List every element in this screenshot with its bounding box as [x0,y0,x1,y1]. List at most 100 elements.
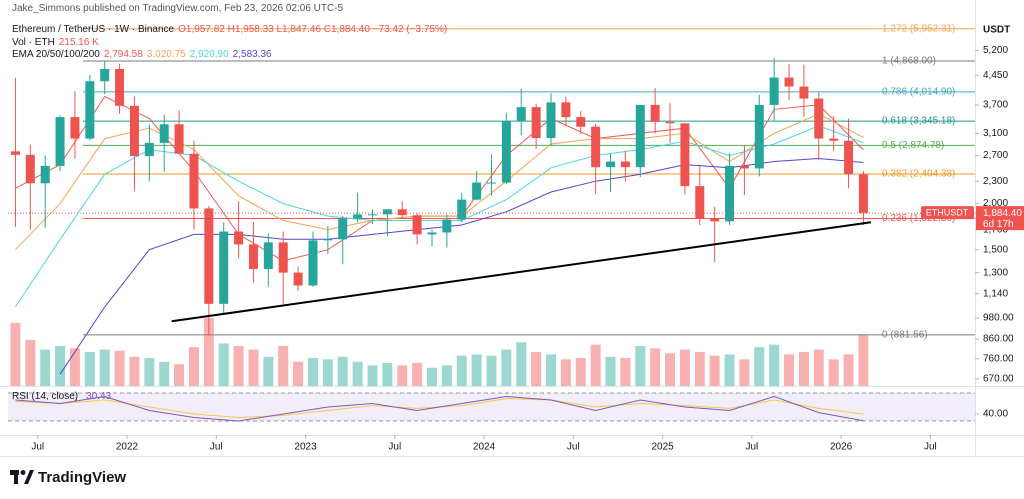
ohlc: O1,957.82 H1,958.33 L1,847.46 C1,884.40 … [178,24,448,35]
symbol-line: Ethereum / TetherUS · 1W · Binance O1,957… [12,24,451,35]
volume-bar [426,367,437,386]
symbol-label: ETHUSDT [926,207,969,217]
volume-bar [590,344,601,386]
volume-title: Vol · ETH [12,37,55,48]
candle-body [665,121,675,124]
logo-text: TradingView [38,469,126,486]
fib-label: 1.272 (5,952.31) [882,23,955,34]
price-badge [976,206,1024,231]
candle-body [55,117,65,166]
y-tick-label: 2,300 [983,176,1008,187]
candle-body [472,182,482,200]
candle-body [725,165,735,222]
candle-body [739,165,749,169]
volume-bar [843,354,854,386]
logo: TradingView [10,469,126,486]
y-tick-label: 40.00 [983,409,1008,420]
volume-bar [10,322,21,386]
candle-body [338,218,348,240]
candle-body [219,231,229,304]
candle-body [606,161,616,168]
fib-label: 1 (4,868.00) [882,56,936,67]
volume-bar [114,350,125,386]
volume-bar [798,352,809,386]
ema-value: 3,020.75 [146,49,186,60]
x-tick-label: Jul [745,442,758,453]
candle-body [10,151,20,155]
rsi-line [15,395,864,422]
x-tick-label: Jul [210,442,223,453]
published-line: Jake_Simmons published on TradingView.co… [12,3,347,14]
candle-body [754,104,764,169]
ema-line: EMA 20/50/100/200 2,794.58 3,020.75 2,920.9… [12,49,276,60]
volume-bar [188,347,199,386]
volume-bar [605,356,616,386]
candle-body [85,81,95,139]
volume-bar [412,362,423,386]
y-tick-label: 670.00 [983,374,1014,385]
x-tick-label: Jul [31,442,44,453]
volume-bar [456,355,467,386]
volume-value: 215.16 K [58,37,99,48]
trendline [171,221,872,323]
candle-body [25,154,35,184]
fib-label: 0.236 (1,822.30) [882,213,955,224]
volume-bar [694,352,705,386]
volume-bar [560,359,571,386]
volume-bar [724,354,735,386]
volume-bar [69,348,80,386]
candle-body [576,117,586,127]
candle-body [546,102,556,139]
rsi-title: RSI (14, close) [12,391,79,402]
volume-bar [129,356,140,386]
candle-body [234,231,244,245]
volume-bar [501,349,512,386]
volume-bar [828,359,839,386]
candle-body [263,242,273,269]
volume-bar [203,318,214,386]
fib-label: 0.618 (3,345.18) [882,116,955,127]
volume-bar [769,344,780,386]
x-tick-label: Jul [924,442,937,453]
candle-body [100,68,110,82]
y-tick-label: 3,700 [983,100,1008,111]
candle-body [353,214,363,219]
candle-body [159,124,169,143]
volume-bar [471,354,482,386]
candle-body [710,218,720,222]
volume-bar [99,349,110,386]
volume-bar [174,364,185,386]
volume-bar [486,355,497,386]
candle-body [115,68,125,106]
candle-body [561,102,571,118]
volume-bar [25,339,36,386]
candle-body [620,161,630,168]
candle-body [844,140,854,175]
candle-body [457,199,467,220]
x-tick-label: 2022 [116,442,139,453]
candle-body [769,77,779,105]
logo-mark [20,470,26,475]
volume-bar [218,343,229,386]
candle-body [442,219,452,233]
candle-body [427,232,437,235]
x-tick-label: Jul [388,442,401,453]
y-tick-label: 4,450 [983,70,1008,81]
y-tick-label: 2,700 [983,150,1008,161]
candle-body [189,153,199,209]
y-tick-label: 5,200 [983,45,1008,56]
volume-bar [233,345,244,386]
volume-bar [813,349,824,386]
logo-mark [14,470,18,484]
rsi-value: 30.43 [86,391,112,402]
volume-bar [382,362,393,386]
candle-body [516,107,526,122]
candle-body [680,123,690,187]
candle-body [412,215,422,235]
symbol-badge [921,206,974,220]
rsi-band [8,393,975,421]
fib-label: 0.382 (2,404.38) [882,169,955,180]
candle-body [367,214,377,216]
